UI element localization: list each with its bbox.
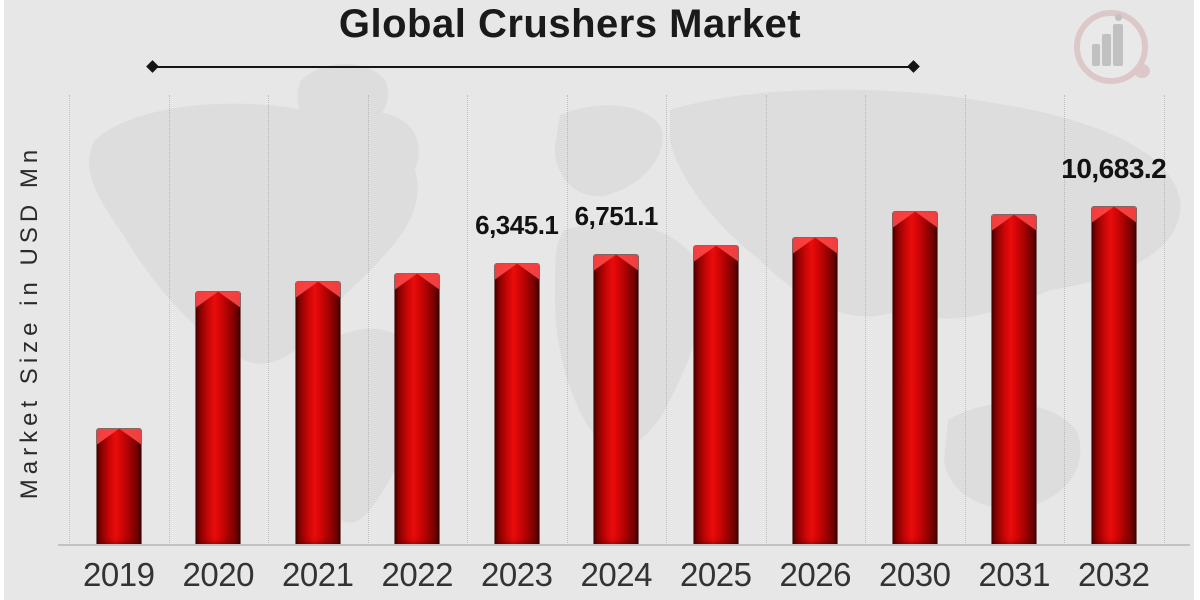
title-underline [146,60,920,73]
x-tick-label-2022: 2022 [381,556,454,593]
logo-bar-icon [1092,44,1100,66]
bar-2021 [295,282,340,545]
x-tick-label-2024: 2024 [580,556,653,593]
bar-2023 [494,264,539,545]
x-tick-label-2019: 2019 [83,556,155,593]
logo-bar-icon [1113,24,1123,66]
bar-2020 [196,292,241,545]
magnifier-lens-icon [1074,10,1148,84]
vertical-gridline [865,95,866,545]
vertical-gridline [666,95,667,545]
x-axis-line [58,544,1190,546]
bar-2024 [594,255,639,545]
chart-title: Global Crushers Market [338,2,802,46]
bar-2030 [892,212,937,545]
bar-2025 [693,246,738,545]
bar-2019 [96,429,141,545]
x-tick-label-2032: 2032 [1078,556,1150,593]
bar-value-label-2023: 6,345.1 [475,210,559,240]
vertical-gridline [1064,95,1065,545]
bar-value-label-2032: 10,683.2 [1061,153,1167,184]
x-tick-label-2031: 2031 [978,556,1051,593]
brand-logo-watermark [1072,8,1162,88]
x-tick-label-2030: 2030 [879,556,951,593]
vertical-gridline [566,95,568,545]
vertical-gridline [69,95,70,545]
x-tick-label-2020: 2020 [182,556,255,593]
vertical-gridline [367,95,369,545]
x-tick-label-2023: 2023 [481,556,553,593]
vertical-gridline [268,95,269,545]
vertical-gridline [467,95,468,545]
bar-2031 [992,215,1037,545]
logo-dot-icon [1115,14,1122,21]
x-tick-label-2026: 2026 [779,556,852,593]
y-axis-title-text: Market Size in USD Mn [16,144,43,500]
vertical-gridline [1163,95,1165,545]
bar-value-label-2024: 6,751.1 [574,201,659,231]
y-axis-title: Market Size in USD Mn [8,102,52,542]
left-edge-strip [0,0,4,600]
vertical-gridline [964,95,966,545]
bar-2022 [395,274,440,545]
bar-2026 [793,238,838,545]
x-tick-label-2021: 2021 [282,556,354,593]
x-tick-label-2025: 2025 [680,556,752,593]
magnifier-handle-icon [1134,64,1150,78]
right-edge-strip [1194,0,1200,600]
vertical-gridline [168,95,170,545]
logo-bar-icon [1102,34,1111,66]
vertical-gridline [765,95,767,545]
bar-2032 [1091,207,1136,545]
